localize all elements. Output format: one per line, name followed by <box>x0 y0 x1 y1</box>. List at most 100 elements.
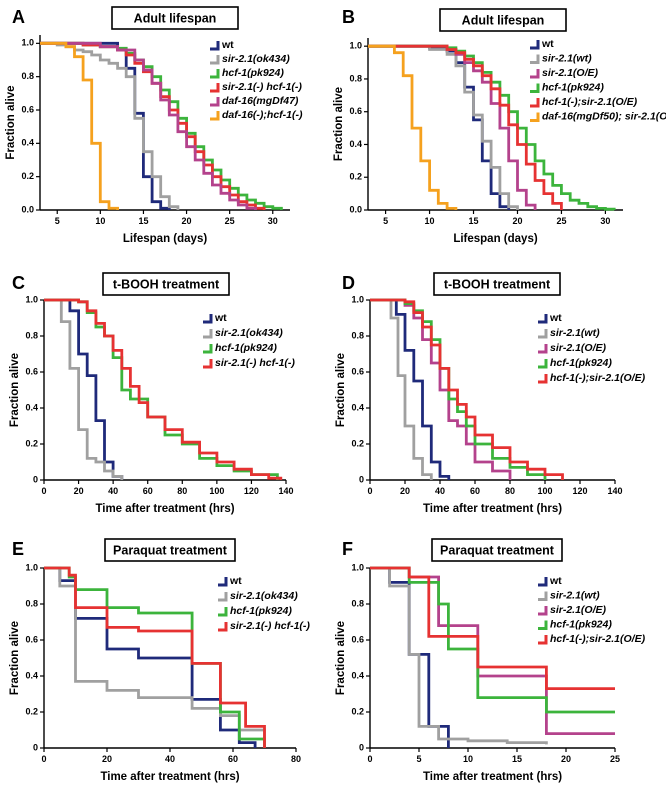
x-axis-label: Time after treatment (hrs) <box>423 503 562 515</box>
y-tick-label: 0 <box>33 474 38 484</box>
series-line-4 <box>370 566 615 690</box>
x-tick-label: 10 <box>425 216 435 226</box>
legend-label: wt <box>549 312 562 324</box>
legend-swatch <box>218 622 228 632</box>
legend-label: sir-2.1(-) hcf-1(-) <box>230 620 310 632</box>
x-axis-label: Time after treatment (hrs) <box>100 771 239 783</box>
y-tick-label: 0.2 <box>351 438 364 448</box>
panel-a: A Adult lifespan 0.0 0.2 0.4 0.6 0.8 1.0 5 10 15 20… <box>5 6 303 245</box>
legend-label: hcf-1(-);sir-2.1(O/E) <box>550 633 646 645</box>
series-line-1 <box>40 41 180 210</box>
x-tick-label: 10 <box>95 216 105 226</box>
legend-label: wt <box>229 575 242 587</box>
series-line-3 <box>370 566 615 714</box>
x-tick-label: 140 <box>607 486 622 496</box>
y-tick-label: 0.4 <box>25 670 38 680</box>
legend-swatch <box>203 344 213 354</box>
y-tick-label: 0.6 <box>25 366 38 376</box>
y-tick-label: 0.6 <box>25 634 38 644</box>
y-tick-label: 1.0 <box>351 294 364 304</box>
panel-f: F Paraquat treatment 0 0.2 0.4 0.6 0.8 1.0 0 5 10 1… <box>335 538 646 783</box>
x-tick-label: 0 <box>367 754 372 764</box>
x-tick-label: 15 <box>138 216 148 226</box>
x-tick-label: 25 <box>225 216 235 226</box>
legend-label: hcf-1(-);sir-2.1(O/E) <box>550 372 646 384</box>
y-axis-label: Fraction alive <box>9 621 21 695</box>
y-tick-label: 0.6 <box>351 634 364 644</box>
legend-swatch <box>530 69 540 79</box>
x-tick-label: 25 <box>610 754 620 764</box>
x-tick-label: 20 <box>182 216 192 226</box>
legend-swatch <box>538 344 548 354</box>
legend-swatch <box>203 329 213 339</box>
x-tick-label: 30 <box>268 216 278 226</box>
legend-label: sir-2.1(-) hcf-1(-) <box>215 357 295 369</box>
x-axis-label: Time after treatment (hrs) <box>95 503 234 515</box>
series-line-3 <box>44 298 283 480</box>
x-tick-label: 5 <box>55 216 60 226</box>
y-axis-label: Fraction alive <box>335 621 347 695</box>
chart-title: Paraquat treatment <box>440 543 555 557</box>
chart-title: t-BOOH treatment <box>113 277 220 291</box>
x-tick-label: 100 <box>209 486 224 496</box>
y-tick-label: 0.0 <box>21 204 34 214</box>
y-axis-label: Fraction alive <box>333 87 345 161</box>
x-tick-label: 80 <box>291 754 301 764</box>
legend-label: hcf-1(pk924) <box>230 605 292 617</box>
x-tick-label: 40 <box>108 486 118 496</box>
y-tick-label: 0.2 <box>25 438 38 448</box>
x-tick-label: 0 <box>41 486 46 496</box>
legend-swatch <box>218 607 228 617</box>
legend-swatch <box>538 314 548 324</box>
legend-swatch <box>530 112 540 122</box>
y-tick-label: 0.8 <box>21 71 34 81</box>
y-tick-label: 0.8 <box>351 598 364 608</box>
x-tick-label: 20 <box>74 486 84 496</box>
legend-swatch <box>210 83 220 93</box>
panel-letter: B <box>342 7 355 27</box>
x-tick-label: 25 <box>556 216 566 226</box>
series-line-1 <box>368 44 519 210</box>
x-tick-label: 20 <box>561 754 571 764</box>
x-tick-label: 15 <box>469 216 479 226</box>
legend-label: sir-2.1(wt) <box>542 52 592 64</box>
y-tick-label: 0.4 <box>25 402 38 412</box>
series-line-2 <box>370 298 512 480</box>
legend-label: daf-16(mgDf50); sir-2.1(O/E) <box>542 110 666 122</box>
legend-label: hcf-1(pk924) <box>215 342 277 354</box>
y-tick-label: 0.6 <box>351 366 364 376</box>
x-tick-label: 15 <box>512 754 522 764</box>
panel-letter: A <box>12 7 25 27</box>
y-tick-label: 0.4 <box>351 402 364 412</box>
series-line-1 <box>44 298 124 480</box>
panel-e: E Paraquat treatment 0 0.2 0.4 0.6 0.8 1.0 0 20 40… <box>9 538 310 783</box>
legend-label: sir-2.1(ok434) <box>222 53 290 65</box>
y-tick-label: 0.8 <box>25 598 38 608</box>
y-axis-label: Fraction alive <box>335 353 347 427</box>
y-axis-label: Fraction alive <box>9 353 21 427</box>
y-tick-label: 0.2 <box>21 171 34 181</box>
legend-swatch <box>538 577 548 587</box>
y-tick-label: 0 <box>359 742 364 752</box>
legend-label: hcf-1(pk924) <box>550 618 612 630</box>
x-tick-label: 80 <box>505 486 515 496</box>
legend-label: wt <box>541 38 554 50</box>
legend-label: sir-2.1(wt) <box>550 327 600 339</box>
y-tick-label: 0.6 <box>21 104 34 114</box>
y-tick-label: 0.4 <box>349 139 362 149</box>
y-axis-label: Fraction alive <box>5 85 17 159</box>
x-tick-label: 30 <box>600 216 610 226</box>
legend-label: sir-2.1(O/E) <box>542 67 599 79</box>
legend-swatch <box>218 592 228 602</box>
y-tick-label: 1.0 <box>349 41 362 51</box>
title-box <box>433 272 561 296</box>
y-tick-label: 0.8 <box>351 330 364 340</box>
legend-swatch <box>203 314 213 324</box>
title-box <box>439 8 567 32</box>
panel-b: B Adult lifespan 0.0 0.2 0.4 0.6 0.8 1.0 5 10 15 20… <box>333 7 666 245</box>
x-tick-label: 5 <box>383 216 388 226</box>
legend-swatch <box>530 83 540 93</box>
panel-letter: C <box>12 273 25 293</box>
legend-label: sir-2.1(ok434) <box>215 327 283 339</box>
